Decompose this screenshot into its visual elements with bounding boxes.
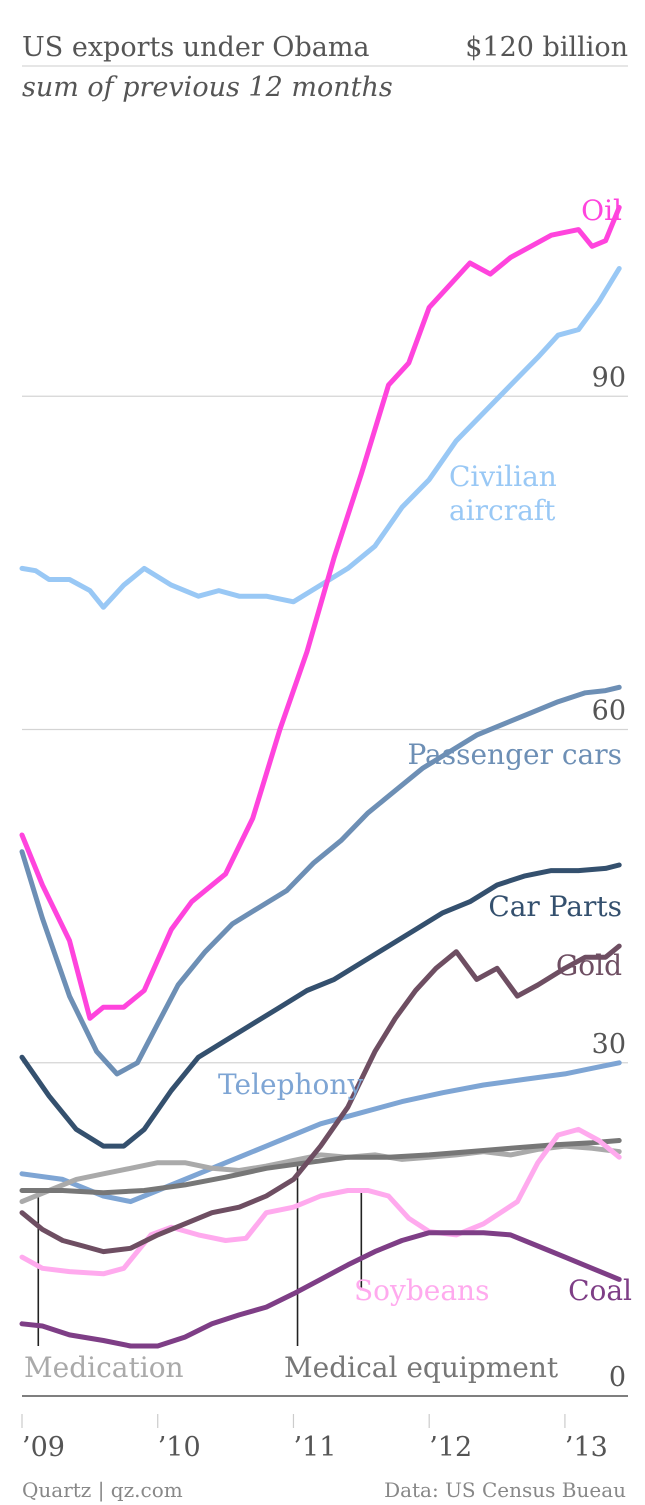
series-line-medication xyxy=(19,1143,622,1205)
series-label-passenger-cars: Passenger cars xyxy=(407,738,622,771)
x-tick-label-4: ’13 xyxy=(565,1432,608,1463)
unit-label: $120 billion xyxy=(465,32,628,63)
series-label-line: Gold xyxy=(556,949,622,982)
footer: Quartz | qz.com Data: US Census Bueau xyxy=(22,1478,626,1503)
callout-lines xyxy=(37,1162,363,1346)
source-left: Quartz | qz.com xyxy=(22,1478,183,1503)
series-label-coal: Coal xyxy=(568,1274,632,1307)
header: US exports under Obama $120 billion sum … xyxy=(22,32,628,103)
series-label-line: Soybeans xyxy=(354,1274,489,1307)
series-line-coal xyxy=(19,1230,622,1349)
series-line-soybeans xyxy=(19,1126,622,1277)
x-tick-label-0: ’09 xyxy=(22,1432,65,1463)
y-tick-label-30: 30 xyxy=(592,1029,626,1060)
grid: 90 60 30 0 xyxy=(22,362,628,1397)
series-line-medical-equipment xyxy=(19,1138,622,1196)
series-label-line: Civilian xyxy=(449,460,557,493)
y-tick-label-90: 90 xyxy=(592,362,626,393)
y-tick-label-60: 60 xyxy=(592,696,626,727)
series-line-telephony xyxy=(19,1060,622,1205)
series-label-line: Telephony xyxy=(218,1068,363,1101)
series-label-civilian-aircraft: Civilian aircraft xyxy=(449,460,557,527)
chart-subtitle: sum of previous 12 months xyxy=(22,72,393,103)
series-label-gold: Gold xyxy=(556,949,622,982)
series-line-oil xyxy=(19,204,622,1021)
series-label-line: Passenger cars xyxy=(407,738,622,771)
series-labels: Oil Civilian aircraft Passenger cars Car Par… xyxy=(24,194,632,1384)
series-line-passenger-cars xyxy=(19,684,622,1077)
series-label-line: aircraft xyxy=(449,494,556,527)
series-label-car-parts: Car Parts xyxy=(488,890,622,923)
series-line-civilian-aircraft xyxy=(19,266,622,610)
series-line-car-parts xyxy=(19,862,622,1149)
series-label-line: Medication xyxy=(24,1351,184,1384)
chart-title: US exports under Obama xyxy=(22,32,370,63)
series-label-line: Oil xyxy=(581,194,622,227)
series-lines xyxy=(19,204,622,1349)
series-label-medication: Medication xyxy=(24,1351,184,1384)
x-axis: ’09 ’10 ’11 ’12 ’13 xyxy=(21,1414,608,1463)
series-label-soybeans: Soybeans xyxy=(354,1274,489,1307)
y-tick-label-0: 0 xyxy=(609,1362,626,1393)
series-label-line: Medical equipment xyxy=(284,1351,559,1384)
series-label-line: Coal xyxy=(568,1274,632,1307)
x-tick-label-2: ’11 xyxy=(293,1432,336,1463)
x-tick-label-3: ’12 xyxy=(429,1432,472,1463)
source-right: Data: US Census Bueau xyxy=(384,1478,626,1502)
series-label-telephony: Telephony xyxy=(218,1068,363,1101)
series-label-medical-equipment: Medical equipment xyxy=(284,1351,559,1384)
x-tick-label-1: ’10 xyxy=(158,1432,201,1463)
series-line-gold xyxy=(19,943,622,1255)
series-label-oil: Oil xyxy=(581,194,622,227)
series-label-line: Car Parts xyxy=(488,890,622,923)
